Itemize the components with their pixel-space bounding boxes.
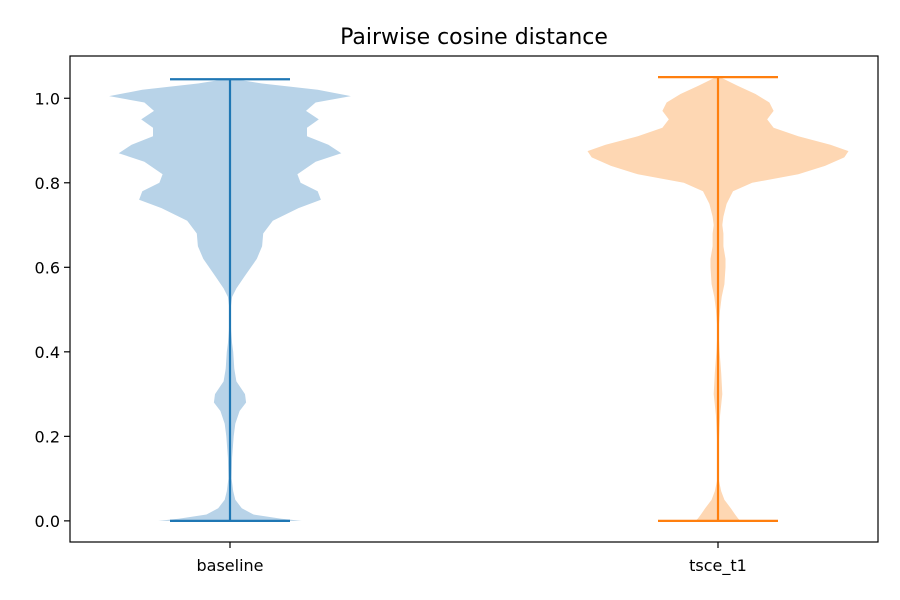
y-tick-label: 0.4 [35,343,60,362]
y-tick-label: 0.0 [35,512,60,531]
y-tick-label: 1.0 [35,89,60,108]
chart-title: Pairwise cosine distance [340,25,608,50]
x-tick-label: tsce_t1 [689,556,747,576]
y-tick-label: 0.6 [35,258,60,277]
x-axis: baseline tsce_t1 [196,542,747,576]
plot-frame [69,55,879,543]
y-tick-label: 0.8 [35,174,60,193]
x-tick-label: baseline [196,556,263,575]
y-tick-label: 0.2 [35,427,60,446]
violins [109,76,849,522]
y-axis: 0.0 0.2 0.4 0.6 0.8 1.0 [35,89,70,531]
